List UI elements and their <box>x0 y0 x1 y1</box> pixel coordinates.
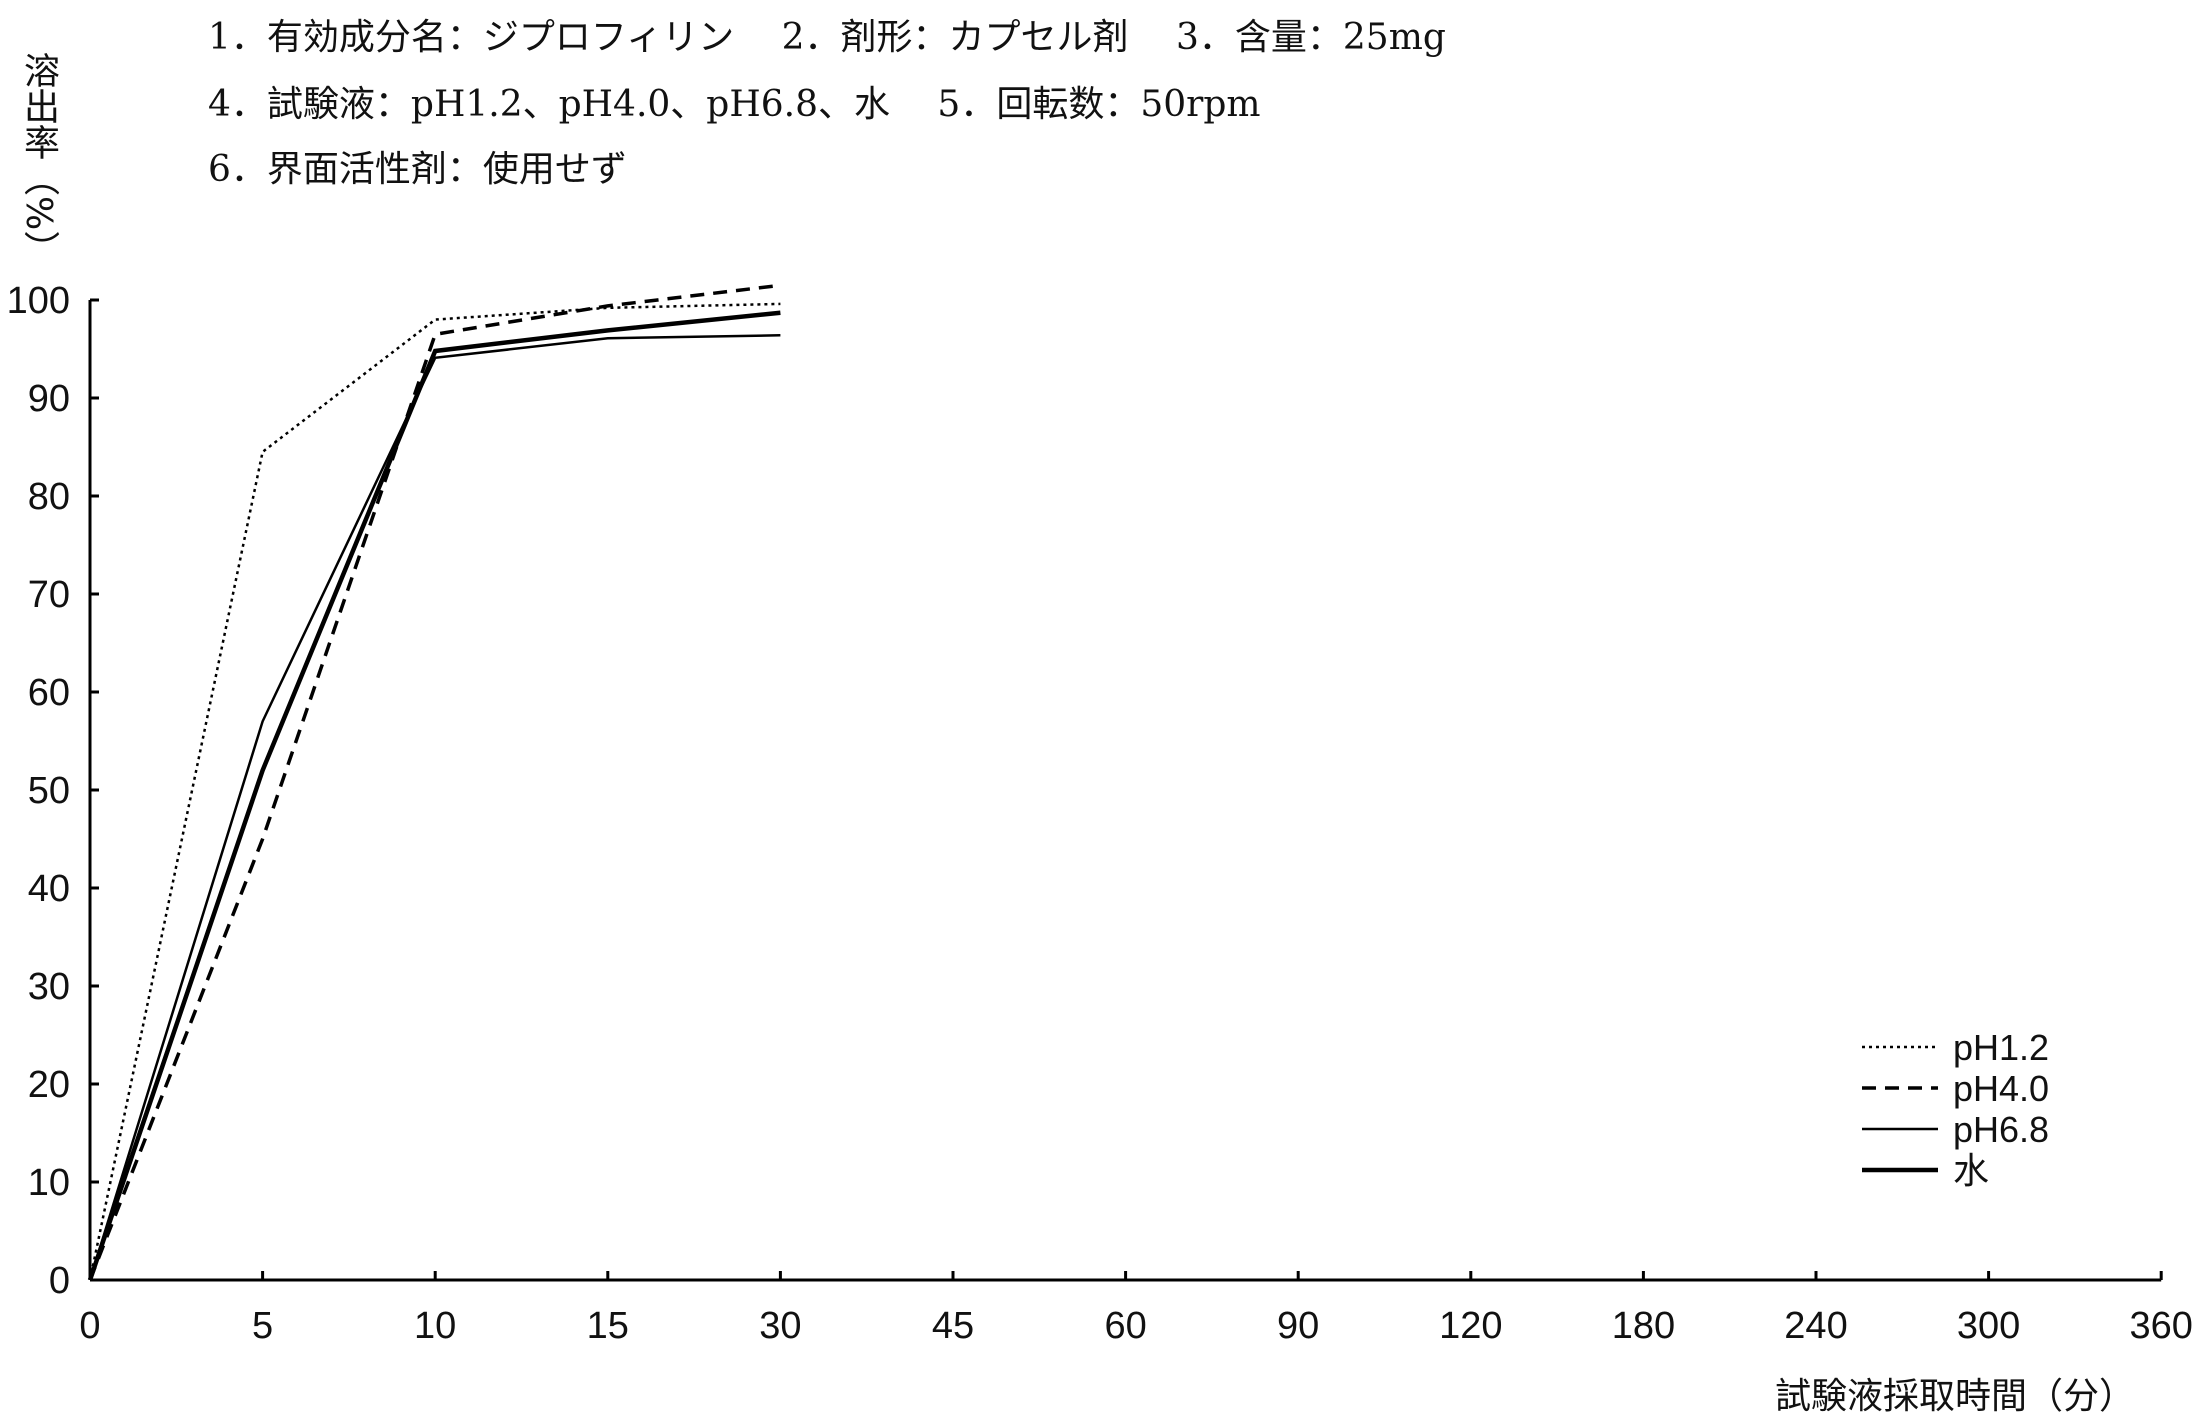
series-line-pH4.0 <box>88 283 781 1281</box>
y-tick-label: 10 <box>28 1162 70 1204</box>
y-tick-label: 40 <box>28 868 70 910</box>
y-tick-label: 90 <box>28 378 70 420</box>
y-axis-label: 溶出率（%） <box>18 52 59 267</box>
x-tick-label: 300 <box>1957 1305 2020 1347</box>
y-tick-label: 30 <box>28 966 70 1008</box>
y-tick-label: 20 <box>28 1064 70 1106</box>
x-tick-label: 45 <box>932 1305 974 1347</box>
legend-label: pH4.0 <box>1953 1068 2049 1109</box>
series-line-pH6.8 <box>88 334 781 1281</box>
series-line-pH1.2 <box>88 302 781 1281</box>
legend-label: pH6.8 <box>1953 1109 2049 1150</box>
header-line-3: 6．界面活性剤：使用せず <box>208 149 627 190</box>
x-tick-label: 360 <box>2129 1305 2192 1347</box>
y-tick-label: 60 <box>28 672 70 714</box>
x-axis-label: 試験液採取時間（分） <box>1775 1376 2135 1417</box>
x-tick-label: 10 <box>414 1305 456 1347</box>
header-line-1: 1．有効成分名：ジプロフィリン 2．剤形：カプセル剤 3．含量：25mg <box>208 17 1446 58</box>
x-tick-label: 5 <box>252 1305 273 1347</box>
y-tick-label: 100 <box>7 280 70 322</box>
x-tick-label: 180 <box>1612 1305 1675 1347</box>
x-tick-label: 30 <box>759 1305 801 1347</box>
legend-label: pH1.2 <box>1953 1027 2049 1068</box>
header-line-2: 4．試験液：pH1.2、pH4.0、pH6.8、水 5．回転数：50rpm <box>208 84 1261 125</box>
x-tick-label: 60 <box>1104 1305 1146 1347</box>
x-tick-label: 90 <box>1277 1305 1319 1347</box>
legend-label: 水 <box>1953 1150 1989 1191</box>
y-tick-label: 50 <box>28 770 70 812</box>
x-tick-label: 120 <box>1439 1305 1502 1347</box>
y-tick-label: 70 <box>28 574 70 616</box>
x-tick-label: 240 <box>1784 1305 1847 1347</box>
x-tick-label: 0 <box>79 1305 100 1347</box>
series-line-水 <box>87 310 781 1281</box>
y-tick-label: 80 <box>28 476 70 518</box>
y-tick-label: 0 <box>49 1260 70 1302</box>
x-tick-label: 15 <box>587 1305 629 1347</box>
